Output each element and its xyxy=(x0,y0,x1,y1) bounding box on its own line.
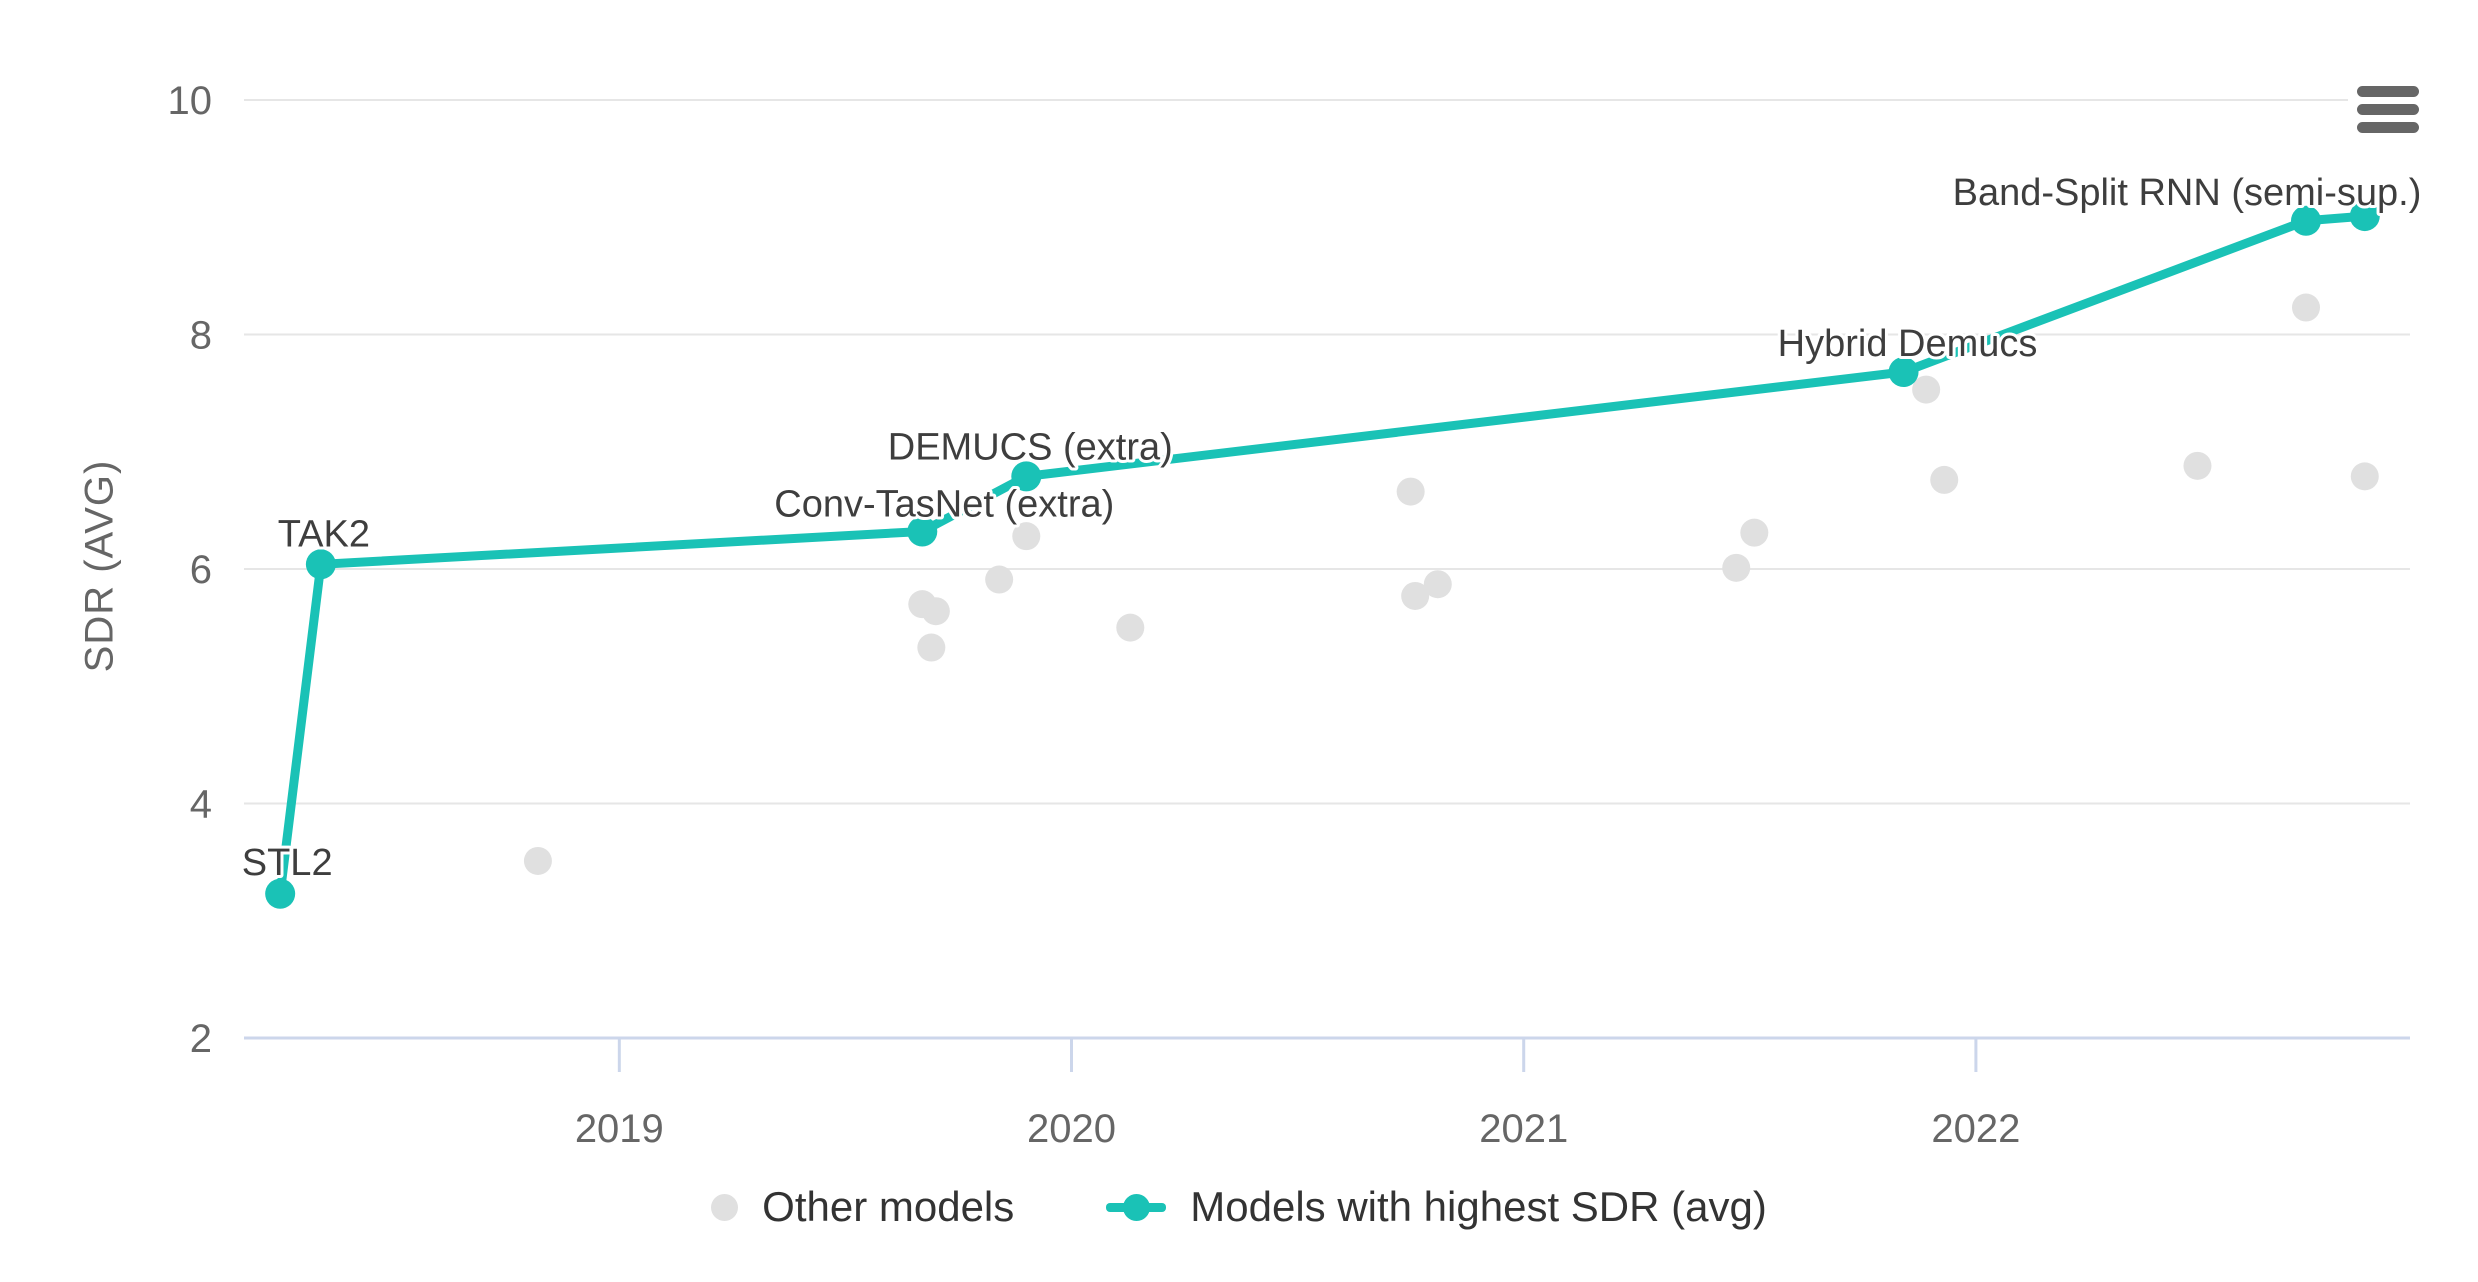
point-label-Hybrid Demucs: Hybrid Demucs xyxy=(1778,323,2038,365)
other-model-point[interactable] xyxy=(917,633,946,662)
highlight-point-DEMUCS (extra)[interactable] xyxy=(1011,461,1042,492)
other-model-point[interactable] xyxy=(921,597,950,626)
x-tick-label-2019: 2019 xyxy=(575,1107,664,1151)
legend-item-other-models[interactable]: Other models xyxy=(711,1183,1014,1231)
other-model-point[interactable] xyxy=(2291,293,2320,322)
highest-sdr-line xyxy=(275,211,2370,899)
y-tick-label-2: 2 xyxy=(190,1017,212,1061)
legend-label-other-models: Other models xyxy=(762,1183,1015,1230)
point-label-DEMUCS (extra): DEMUCS (extra) xyxy=(888,426,1173,468)
other-model-point[interactable] xyxy=(1423,570,1452,599)
other-models-marker-icon xyxy=(711,1193,739,1221)
legend: Other models Models with highest SDR (av… xyxy=(0,1172,2478,1242)
y-axis-title: SDR (AVG) xyxy=(77,459,122,673)
other-model-point[interactable] xyxy=(2350,462,2379,491)
chart-context-menu-button[interactable] xyxy=(2348,76,2428,142)
highlight-point-Hybrid Demucs[interactable] xyxy=(1888,357,1919,388)
point-label-Band-Split RNN (semi-sup.): Band-Split RNN (semi-sup.) xyxy=(1953,172,2422,214)
other-model-point[interactable] xyxy=(1722,553,1751,582)
y-tick-label-6: 6 xyxy=(190,548,212,592)
x-tick-label-2021: 2021 xyxy=(1479,1107,1568,1151)
highlight-point-TAK2[interactable] xyxy=(305,549,336,580)
y-tick-label-10: 10 xyxy=(168,79,213,123)
other-model-point[interactable] xyxy=(1930,465,1959,494)
point-label-STL2: STL2 xyxy=(242,842,333,884)
highest-sdr-marker-icon xyxy=(1106,1193,1167,1221)
other-model-point[interactable] xyxy=(1401,581,1430,610)
other-model-point[interactable] xyxy=(1012,522,1041,551)
y-tick-label-4: 4 xyxy=(190,783,212,827)
x-tick-label-2020: 2020 xyxy=(1027,1107,1116,1151)
other-model-point[interactable] xyxy=(1396,477,1425,506)
other-model-point[interactable] xyxy=(1116,613,1145,642)
highlight-point-STL2[interactable] xyxy=(265,878,296,909)
hamburger-icon xyxy=(2357,121,2419,133)
other-model-point[interactable] xyxy=(523,846,552,875)
other-model-point[interactable] xyxy=(985,565,1014,594)
legend-item-highest-sdr[interactable]: Models with highest SDR (avg) xyxy=(1106,1183,1767,1231)
point-label-Conv-TasNet (extra): Conv-TasNet (extra) xyxy=(774,483,1114,525)
other-model-point[interactable] xyxy=(1740,518,1769,547)
highlight-point-Conv-TasNet (extra)[interactable] xyxy=(907,516,938,547)
hamburger-icon xyxy=(2357,85,2419,97)
point-label-TAK2: TAK2 xyxy=(278,513,370,555)
highlight-point-Band-Split RNN (semi-sup.)[interactable] xyxy=(2290,205,2321,236)
other-model-point[interactable] xyxy=(2183,451,2212,480)
y-tick-label-8: 8 xyxy=(190,314,212,358)
hamburger-icon xyxy=(2357,103,2419,115)
other-model-point[interactable] xyxy=(1912,375,1941,404)
highlight-point[interactable] xyxy=(2349,201,2380,232)
x-tick-label-2022: 2022 xyxy=(1931,1107,2020,1151)
legend-label-highest-sdr: Models with highest SDR (avg) xyxy=(1190,1183,1767,1230)
